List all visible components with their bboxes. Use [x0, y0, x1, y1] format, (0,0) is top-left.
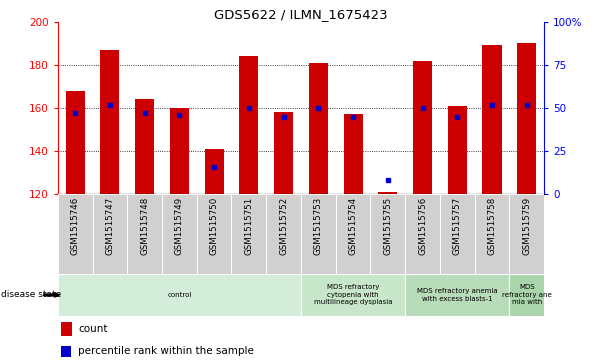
Text: GSM1515746: GSM1515746 — [71, 197, 80, 255]
Bar — [405, 194, 440, 274]
Bar — [232, 194, 266, 274]
Text: GSM1515756: GSM1515756 — [418, 197, 427, 255]
Bar — [309, 63, 328, 194]
Text: GSM1515759: GSM1515759 — [522, 197, 531, 255]
Text: control: control — [167, 292, 192, 298]
Title: GDS5622 / ILMN_1675423: GDS5622 / ILMN_1675423 — [214, 8, 388, 21]
Bar — [440, 194, 475, 274]
Text: GSM1515754: GSM1515754 — [348, 197, 358, 255]
Bar — [370, 194, 405, 274]
Bar — [344, 114, 362, 194]
Text: GSM1515755: GSM1515755 — [383, 197, 392, 255]
Text: GSM1515751: GSM1515751 — [244, 197, 254, 255]
Bar — [58, 194, 92, 274]
Bar — [510, 194, 544, 274]
Text: GSM1515753: GSM1515753 — [314, 197, 323, 255]
Text: GSM1515752: GSM1515752 — [279, 197, 288, 255]
Bar — [266, 194, 301, 274]
Bar — [517, 43, 536, 194]
Bar — [170, 108, 189, 194]
Bar — [92, 194, 127, 274]
Text: GSM1515749: GSM1515749 — [175, 197, 184, 255]
Text: MDS refractory anemia
with excess blasts-1: MDS refractory anemia with excess blasts… — [417, 288, 497, 302]
Text: percentile rank within the sample: percentile rank within the sample — [78, 346, 254, 356]
Bar — [301, 274, 405, 316]
Bar — [510, 274, 544, 316]
Bar — [447, 106, 467, 194]
Bar — [301, 194, 336, 274]
Bar — [162, 194, 197, 274]
Bar — [274, 112, 293, 194]
Bar — [405, 274, 510, 316]
Text: GSM1515758: GSM1515758 — [488, 197, 497, 255]
Bar — [378, 192, 398, 194]
Text: count: count — [78, 324, 108, 334]
Bar — [336, 194, 370, 274]
Text: disease state: disease state — [1, 290, 61, 299]
Bar — [204, 149, 224, 194]
Bar — [413, 61, 432, 194]
Bar — [483, 45, 502, 194]
Text: GSM1515750: GSM1515750 — [210, 197, 219, 255]
Bar — [127, 194, 162, 274]
Bar — [100, 50, 119, 194]
Text: GSM1515747: GSM1515747 — [105, 197, 114, 255]
Bar — [66, 91, 85, 194]
Bar — [61, 346, 71, 357]
Text: GSM1515757: GSM1515757 — [453, 197, 462, 255]
Bar — [197, 194, 232, 274]
Bar — [240, 56, 258, 194]
Text: MDS
refractory ane
mia with: MDS refractory ane mia with — [502, 285, 551, 305]
Bar — [61, 322, 72, 336]
Bar — [58, 274, 301, 316]
Text: GSM1515748: GSM1515748 — [140, 197, 149, 255]
Bar — [135, 99, 154, 194]
Text: MDS refractory
cytopenia with
multilineage dysplasia: MDS refractory cytopenia with multilinea… — [314, 285, 392, 305]
Bar — [475, 194, 510, 274]
